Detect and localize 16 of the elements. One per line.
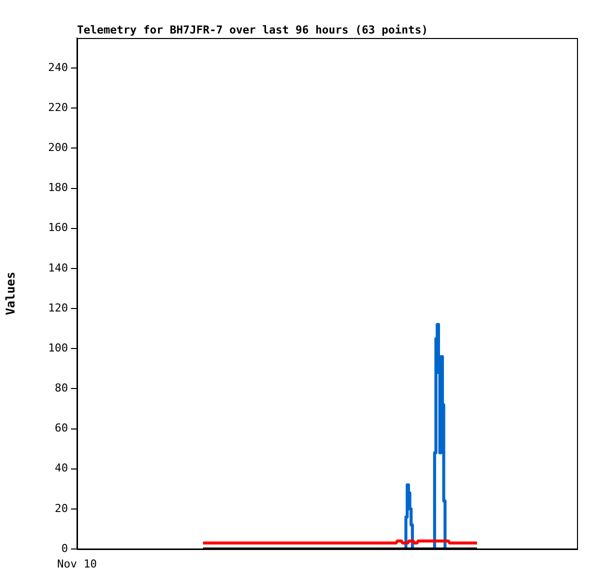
y-tick-label: 180 xyxy=(48,181,68,194)
y-tick-label: 200 xyxy=(48,141,68,154)
y-tick-label: 240 xyxy=(48,60,68,74)
y-axis-title: Values xyxy=(3,272,18,316)
y-tick-label: 160 xyxy=(48,221,68,234)
y-tick-label: 120 xyxy=(48,301,68,314)
y-tick-label: 140 xyxy=(48,261,68,274)
y-tick-label: 60 xyxy=(54,422,68,435)
y-tick-label: 220 xyxy=(48,100,68,114)
text: Nov 10 xyxy=(57,557,97,570)
y-tick-label: 20 xyxy=(54,502,68,515)
y-tick-label: 40 xyxy=(54,462,68,475)
y-tick-label: 100 xyxy=(48,341,68,354)
y-tick-label: 0 xyxy=(61,542,68,555)
chart-title: Telemetry for BH7JFR-7 over last 96 hours (63 points) xyxy=(77,23,428,36)
y-tick-label: 80 xyxy=(54,382,68,395)
